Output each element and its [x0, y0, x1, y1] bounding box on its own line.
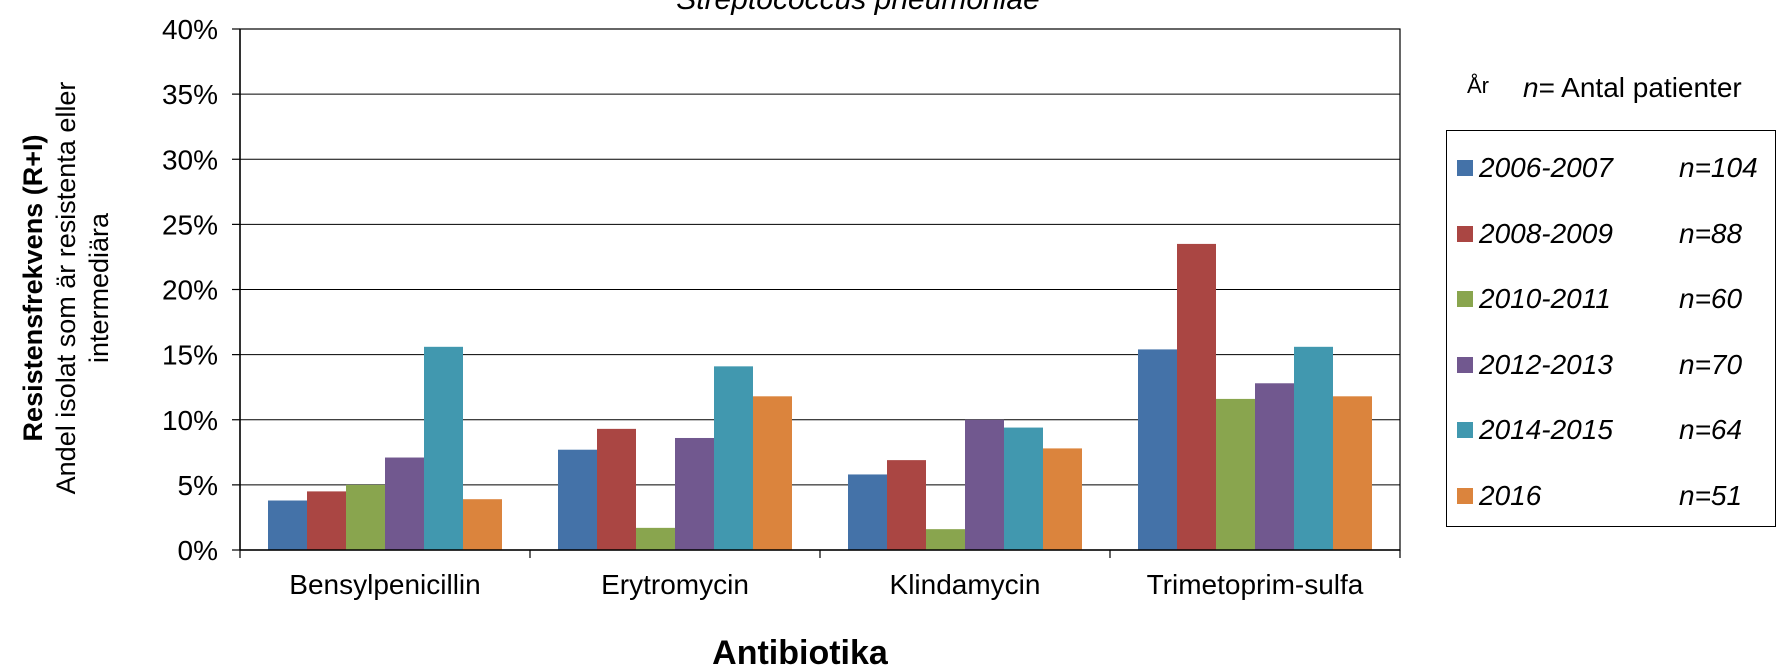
- bar: [753, 396, 792, 550]
- legend-item: 2016 n=51: [1457, 476, 1742, 516]
- x-category-labels: Bensylpenicillin Erytromycin Klindamycin Tr…: [289, 569, 1364, 600]
- y-tick-label: 0%: [178, 535, 218, 566]
- bar: [1294, 346, 1333, 550]
- x-category-label: Trimetoprim-sulfa: [1147, 569, 1364, 600]
- y-tick-label: 35%: [162, 79, 218, 110]
- bar: [636, 527, 675, 550]
- y-tick-labels: 0% 5% 10% 15% 20% 25% 30% 35% 40%: [162, 14, 218, 566]
- axes: [232, 28, 1401, 558]
- legend-series-n: n=60: [1679, 283, 1743, 314]
- legend-n-letter: n: [1523, 72, 1539, 103]
- y-tick-label: 20%: [162, 275, 218, 306]
- legend-swatch: [1457, 487, 1473, 504]
- legend-item: 2010-2011 n=60: [1457, 279, 1742, 319]
- bar: [597, 428, 636, 550]
- legend-swatch: [1457, 160, 1473, 176]
- legend-series-n: n=70: [1679, 348, 1743, 380]
- bar: [926, 529, 965, 550]
- legend-series-name: 2008-2009: [1479, 217, 1613, 249]
- bar: [1177, 243, 1216, 550]
- bar: [463, 499, 502, 550]
- bar: [346, 484, 385, 550]
- y-axis-title-line2: Andel isolat som är resistenta eller: [51, 82, 81, 495]
- bars: [268, 243, 1372, 550]
- legend-series-n: n=51: [1679, 479, 1743, 511]
- bar: [424, 346, 463, 550]
- bar: [1043, 448, 1082, 550]
- legend-swatch: [1457, 291, 1473, 307]
- legend-item: 2014-2015 n=64: [1457, 410, 1742, 450]
- legend-swatch: [1457, 225, 1473, 242]
- bar: [887, 460, 926, 550]
- bar: [1004, 427, 1043, 550]
- legend-swatch: [1457, 356, 1473, 373]
- y-tick-label: 15%: [162, 340, 218, 371]
- legend-series-name: 2014-2015: [1479, 414, 1613, 445]
- legend-item: 2008-2009 n=88: [1457, 214, 1742, 254]
- legend-header: År n= Antal patienter: [1467, 72, 1742, 104]
- legend-series-name: 2016: [1479, 479, 1542, 511]
- y-tick-label: 30%: [162, 144, 218, 175]
- legend-series-n: n=104: [1679, 152, 1758, 183]
- legend-swatch: [1457, 422, 1473, 438]
- bar: [385, 457, 424, 550]
- y-axis-title-bold: Resistensfrekvens (R+I): [18, 135, 48, 442]
- bar: [1216, 398, 1255, 550]
- bar: [1255, 383, 1294, 550]
- legend-series-name: 2012-2013: [1479, 348, 1613, 380]
- legend: 2006-2007 n=104 2008-2009 n=88 2010-2011 n=60…: [1446, 130, 1776, 527]
- legend-item: 2012-2013 n=70: [1457, 345, 1742, 385]
- legend-series-name: 2010-2011: [1479, 283, 1611, 314]
- bar: [714, 366, 753, 550]
- bar: [1138, 349, 1177, 550]
- legend-series-name: 2006-2007: [1479, 152, 1613, 183]
- x-category-label: Bensylpenicillin: [289, 569, 480, 600]
- x-category-label: Erytromycin: [601, 569, 749, 600]
- chart-title: Streptococcus pneumoniae: [676, 0, 1040, 16]
- bar: [268, 500, 307, 550]
- bar: [307, 491, 346, 550]
- legend-series-n: n=88: [1679, 217, 1743, 249]
- legend-item: 2006-2007 n=104: [1457, 148, 1758, 188]
- y-tick-label: 10%: [162, 405, 218, 436]
- bar: [675, 437, 714, 550]
- x-axis-title: Antibiotika: [712, 634, 889, 667]
- y-axis-title-line3: intermediära: [84, 212, 114, 363]
- y-tick-label: 5%: [178, 470, 218, 501]
- legend-n-description: = Antal patienter: [1538, 72, 1742, 103]
- y-tick-label: 25%: [162, 209, 218, 240]
- y-tick-label: 40%: [162, 14, 218, 45]
- legend-series-n: n=64: [1679, 414, 1743, 445]
- bar: [558, 449, 597, 550]
- bar: [1333, 396, 1372, 550]
- bar: [965, 419, 1004, 550]
- bar: [848, 474, 887, 550]
- legend-year-label: År: [1467, 73, 1489, 98]
- x-category-label: Klindamycin: [890, 569, 1041, 600]
